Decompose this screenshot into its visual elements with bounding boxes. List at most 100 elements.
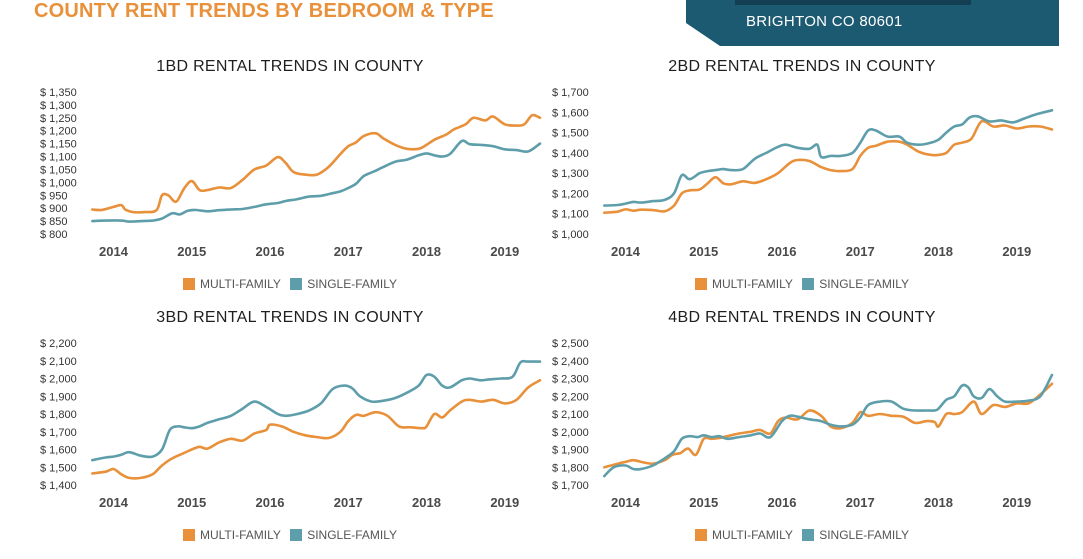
legend-label: SINGLE-FAMILY: [307, 277, 398, 291]
chart-legend: MULTI-FAMILY SINGLE-FAMILY: [542, 277, 1062, 291]
single-family-swatch: [802, 529, 815, 541]
single-family-line: [603, 109, 1054, 207]
y-tick-label: $ 1,500: [40, 462, 77, 474]
x-tick-label: 2018: [412, 495, 441, 510]
legend-item-single-family: SINGLE-FAMILY: [290, 528, 397, 542]
y-tick-label: $ 1,800: [40, 409, 77, 421]
x-tick-label: 2017: [334, 244, 363, 259]
y-tick-label: $ 1,350: [40, 87, 77, 99]
chart-title: 4BD RENTAL TRENDS IN COUNTY: [668, 309, 936, 326]
y-tick-label: $ 1,400: [552, 148, 589, 160]
legend-label: SINGLE-FAMILY: [819, 277, 910, 291]
legend-label: MULTI-FAMILY: [711, 277, 793, 291]
y-tick-label: $ 1,900: [40, 391, 77, 403]
x-tick-label: 2015: [177, 244, 206, 259]
legend-label: MULTI-FAMILY: [199, 528, 281, 542]
x-tick-label: 2015: [689, 495, 718, 510]
x-tick-label: 2014: [611, 244, 641, 259]
y-tick-label: $ 2,200: [40, 338, 77, 350]
legend-item-multi-family: MULTI-FAMILY: [694, 528, 793, 542]
legend-item-multi-family: MULTI-FAMILY: [694, 277, 793, 291]
y-tick-label: $ 1,100: [552, 209, 589, 221]
x-tick-label: 2019: [1002, 495, 1031, 510]
y-tick-label: $ 1,700: [40, 427, 77, 439]
y-tick-label: $ 1,500: [552, 128, 589, 140]
y-tick-label: $ 950: [40, 190, 68, 202]
y-tick-label: $ 1,250: [40, 113, 77, 125]
chart-title: 2BD RENTAL TRENDS IN COUNTY: [668, 58, 936, 75]
y-tick-label: $ 1,600: [552, 107, 589, 119]
y-tick-label: $ 1,200: [552, 188, 589, 200]
x-tick-label: 2018: [924, 495, 953, 510]
y-tick-label: $ 1,050: [40, 164, 77, 176]
legend-label: MULTI-FAMILY: [199, 277, 281, 291]
y-tick-label: $ 1,300: [552, 168, 589, 180]
chart-svg: $ 1,700 $ 1,800 $ 1,900 $ 2,000 $ 2,100 $ 2,2…: [552, 338, 1054, 510]
y-tick-label: $ 2,100: [552, 409, 589, 421]
legend-item-single-family: SINGLE-FAMILY: [802, 277, 909, 291]
y-tick-label: $ 2,300: [552, 374, 589, 386]
x-tick-label: 2019: [1002, 244, 1031, 259]
y-tick-label: $ 1,900: [552, 445, 589, 457]
chart-legend: MULTI-FAMILY SINGLE-FAMILY: [542, 528, 1062, 542]
chart-title: 3BD RENTAL TRENDS IN COUNTY: [156, 309, 424, 326]
y-tick-label: $ 1,400: [40, 480, 77, 492]
x-tick-label: 2018: [924, 244, 953, 259]
x-tick-label: 2016: [768, 495, 797, 510]
y-tick-label: $ 1,800: [552, 462, 589, 474]
legend-label: SINGLE-FAMILY: [819, 528, 910, 542]
y-tick-label: $ 1,300: [40, 100, 77, 112]
multi-family-swatch: [694, 278, 707, 290]
legend-item-single-family: SINGLE-FAMILY: [802, 528, 909, 542]
x-tick-label: 2017: [846, 495, 875, 510]
y-tick-label: $ 2,200: [552, 391, 589, 403]
multi-family-line: [603, 119, 1054, 214]
x-tick-label: 2015: [177, 495, 206, 510]
x-tick-label: 2016: [256, 244, 285, 259]
chart-4bd: 4BD RENTAL TRENDS IN COUNTY $ 1,700 $ 1,8…: [542, 309, 1062, 559]
single-family-swatch: [290, 278, 303, 290]
chart-3bd: 3BD RENTAL TRENDS IN COUNTY $ 1,400 $ 1,5…: [30, 309, 550, 559]
multi-family-swatch: [182, 529, 195, 541]
y-tick-label: $ 850: [40, 216, 68, 228]
x-tick-label: 2016: [768, 244, 797, 259]
multi-family-line: [91, 379, 542, 480]
y-tick-label: $ 2,100: [40, 356, 77, 368]
y-tick-label: $ 1,000: [40, 177, 77, 189]
single-family-line: [91, 359, 542, 462]
banner-accent-strip: [735, 0, 971, 5]
chart-2bd: 2BD RENTAL TRENDS IN COUNTY $ 1,000 $ 1,1…: [542, 58, 1062, 308]
legend-item-multi-family: MULTI-FAMILY: [182, 277, 281, 291]
location-banner: [686, 0, 1059, 46]
single-family-line: [603, 373, 1054, 478]
location-label: BRIGHTON CO 80601: [746, 13, 903, 30]
y-tick-label: $ 900: [40, 203, 68, 215]
x-tick-label: 2014: [99, 495, 129, 510]
y-tick-label: $ 2,500: [552, 338, 589, 350]
multi-family-line: [91, 113, 542, 214]
y-tick-label: $ 2,000: [552, 427, 589, 439]
x-tick-label: 2017: [846, 244, 875, 259]
x-tick-label: 2019: [490, 495, 519, 510]
legend-label: SINGLE-FAMILY: [307, 528, 398, 542]
page-title: COUNTY RENT TRENDS BY BEDROOM & TYPE: [34, 0, 494, 22]
chart-1bd: 1BD RENTAL TRENDS IN COUNTY $ 800 $ 850 $ …: [30, 58, 550, 308]
y-tick-label: $ 1,000: [552, 229, 589, 241]
chart-svg: $ 1,400 $ 1,500 $ 1,600 $ 1,700 $ 1,800 $ 1,9…: [40, 338, 542, 510]
single-family-swatch: [290, 529, 303, 541]
x-tick-label: 2018: [412, 244, 441, 259]
single-family-swatch: [802, 278, 815, 290]
legend-label: MULTI-FAMILY: [711, 528, 793, 542]
y-tick-label: $ 1,100: [40, 152, 77, 164]
x-tick-label: 2019: [490, 244, 519, 259]
y-tick-label: $ 1,700: [552, 480, 589, 492]
multi-family-swatch: [182, 278, 195, 290]
x-tick-label: 2014: [611, 495, 641, 510]
x-tick-label: 2015: [689, 244, 718, 259]
chart-legend: MULTI-FAMILY SINGLE-FAMILY: [30, 528, 550, 542]
y-tick-label: $ 1,700: [552, 87, 589, 99]
y-tick-label: $ 1,150: [40, 139, 77, 151]
y-tick-label: $ 800: [40, 229, 68, 241]
chart-svg: $ 1,000 $ 1,100 $ 1,200 $ 1,300 $ 1,400 $ 1,5…: [552, 87, 1054, 259]
multi-family-swatch: [694, 529, 707, 541]
